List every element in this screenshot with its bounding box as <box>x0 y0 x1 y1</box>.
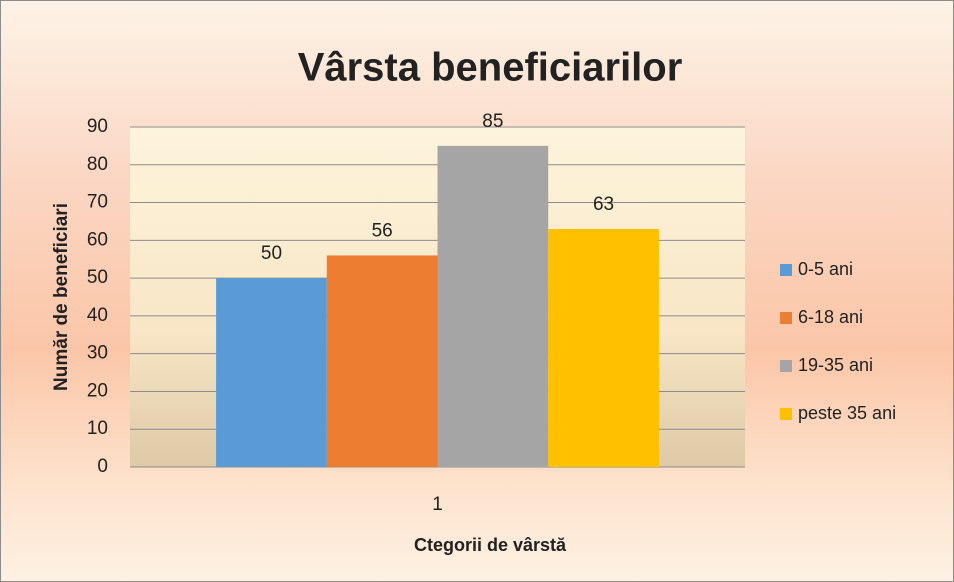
data-label: 85 <box>482 111 503 132</box>
bar <box>548 229 659 467</box>
legend-swatch <box>780 408 792 420</box>
data-label: 63 <box>593 194 614 215</box>
bar <box>437 145 549 467</box>
legend-label: 19-35 ani <box>798 355 873 375</box>
y-tick-label: 90 <box>87 116 108 137</box>
bar <box>216 278 327 467</box>
legend-swatch <box>780 312 792 324</box>
y-tick-label: 50 <box>87 267 108 288</box>
legend-label: peste 35 ani <box>798 403 896 423</box>
y-tick-label: 30 <box>87 343 108 364</box>
y-tick-label: 40 <box>87 305 108 326</box>
legend-label: 6-18 ani <box>798 307 863 327</box>
y-tick-label: 70 <box>87 192 108 213</box>
chart-title: Vârsta beneficiarilor <box>298 46 683 90</box>
y-tick-label: 60 <box>87 229 108 250</box>
bar <box>326 255 438 467</box>
legend-label: 0-5 ani <box>798 259 853 279</box>
legend-swatch <box>780 360 792 372</box>
x-axis-title: Ctegorii de vârstă <box>414 535 567 555</box>
y-tick-label: 0 <box>97 456 108 477</box>
x-tick-label: 1 <box>432 494 443 515</box>
y-axis-title: Număr de beneficiari <box>51 203 72 391</box>
y-tick-label: 80 <box>87 154 108 175</box>
data-label: 50 <box>261 243 282 264</box>
y-tick-label: 20 <box>87 380 108 401</box>
legend-swatch <box>780 264 792 276</box>
data-label: 56 <box>372 220 393 241</box>
y-tick-label: 10 <box>87 418 108 439</box>
